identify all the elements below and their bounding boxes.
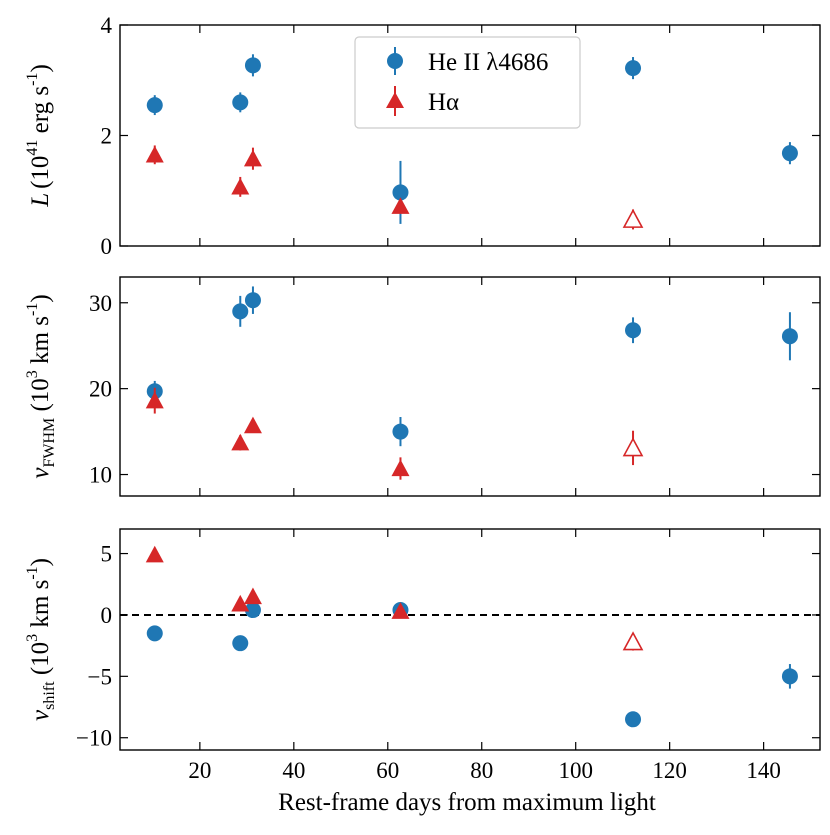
- legend-halpha-marker: [386, 92, 404, 108]
- y-tick-label: −10: [76, 726, 112, 751]
- x-tick-label: 20: [188, 758, 211, 783]
- point-halpha: [391, 459, 410, 477]
- y-label-main: v: [27, 467, 54, 479]
- y-label-main: L: [27, 193, 54, 208]
- legend-heii-label: He II λ4686: [428, 49, 548, 76]
- y-tick-label: 10: [89, 463, 112, 488]
- y-label-units: km s: [27, 316, 54, 370]
- point-halpha: [231, 433, 250, 451]
- y-tick-label: 0: [101, 603, 113, 628]
- point-heii: [392, 423, 409, 440]
- y-label-paren_close: ): [27, 64, 54, 72]
- y-label-paren_open: (10: [27, 642, 54, 682]
- point-heii: [781, 328, 798, 345]
- y-label-exp: 3: [24, 634, 41, 642]
- y-tick-label: 0: [101, 234, 113, 259]
- legend-heii-marker: [387, 53, 403, 69]
- y-label-paren_close: ): [27, 294, 54, 302]
- series-heii: [146, 286, 798, 447]
- x-tick-label: 140: [746, 758, 781, 783]
- point-heii: [232, 303, 249, 320]
- panel-luminosity: 0 2 4 L (1041 erg s-1): [24, 13, 821, 259]
- point-heii: [781, 145, 798, 162]
- point-halpha: [231, 177, 250, 195]
- y-label-units: km s: [27, 580, 54, 634]
- series-heii: [146, 602, 798, 728]
- x-tick-label: 40: [282, 758, 305, 783]
- y-axis-label-shift: vshift (103 km s-1): [24, 558, 58, 721]
- point-heii: [625, 322, 642, 339]
- y-tick-label: 20: [89, 377, 112, 402]
- legend: He II λ4686 Hα: [354, 36, 581, 129]
- y-label-exp: 3: [24, 370, 41, 378]
- y-label-paren_close: ): [27, 558, 54, 566]
- point-heii: [146, 625, 163, 642]
- legend-entry-heii: He II λ4686: [387, 47, 548, 76]
- point-halpha: [145, 545, 164, 563]
- point-heii: [625, 60, 642, 77]
- point-heii: [232, 635, 249, 652]
- y-label-paren_open: (10: [27, 156, 54, 189]
- y-axis-label-luminosity: L (1041 erg s-1): [24, 64, 54, 208]
- point-heii: [625, 711, 642, 728]
- point-halpha: [145, 145, 164, 163]
- point-heii: [244, 292, 261, 309]
- point-halpha: [243, 149, 262, 167]
- y-label-exp: 41: [24, 140, 41, 156]
- panel-fwhm-frame: [119, 276, 821, 497]
- series-halpha: [145, 145, 644, 230]
- x-tick-label: 100: [558, 758, 593, 783]
- point-halpha: [622, 208, 644, 228]
- series-halpha: [145, 387, 644, 480]
- panel-shift-frame: [119, 528, 821, 751]
- y-label-units: erg s: [27, 86, 54, 140]
- x-tick-label: 60: [376, 758, 399, 783]
- point-halpha: [145, 391, 164, 409]
- series-halpha: [145, 545, 644, 651]
- panel-fwhm: 10 20 30 vFWHM (103 km s-1): [24, 276, 821, 497]
- x-tick-label: 120: [652, 758, 687, 783]
- y-tick-label: 4: [101, 13, 113, 38]
- point-heii: [244, 602, 261, 619]
- y-tick-label: 5: [101, 542, 113, 567]
- point-halpha: [243, 587, 262, 605]
- y-tick-label: 2: [101, 124, 113, 149]
- y-axis-label-fwhm: vFWHM (103 km s-1): [24, 294, 58, 478]
- point-halpha: [391, 197, 410, 214]
- series-heii: [146, 54, 798, 224]
- point-halpha: [231, 594, 250, 612]
- panel-shift: 20 40 60 80 100 120 140 −10 −5 0 5 vshift (103 km s…: [24, 528, 821, 783]
- point-halpha: [391, 602, 410, 619]
- point-heii: [244, 57, 261, 74]
- point-halpha: [243, 416, 262, 434]
- y-label-sub: shift: [41, 681, 58, 710]
- y-label-units_exp: -1: [24, 73, 41, 86]
- legend-halpha-label: Hα: [428, 89, 459, 116]
- y-tick-label: 30: [89, 291, 112, 316]
- y-label-units_exp: -1: [24, 566, 41, 579]
- legend-entry-halpha: Hα: [386, 86, 459, 116]
- y-tick-label: −5: [88, 664, 112, 689]
- point-halpha: [622, 631, 644, 651]
- y-label-paren_open: (10: [27, 378, 54, 418]
- y-label-sub: FWHM: [41, 418, 58, 468]
- point-heii: [392, 184, 409, 201]
- point-heii: [146, 97, 163, 114]
- point-heii: [781, 668, 798, 685]
- point-halpha: [622, 437, 644, 457]
- x-axis-label: Rest-frame days from maximum light: [278, 789, 656, 816]
- legend-frame: [354, 36, 581, 129]
- x-tick-label: 80: [470, 758, 493, 783]
- y-label-units_exp: -1: [24, 303, 41, 316]
- point-heii: [232, 94, 249, 111]
- y-label-main: v: [27, 709, 54, 721]
